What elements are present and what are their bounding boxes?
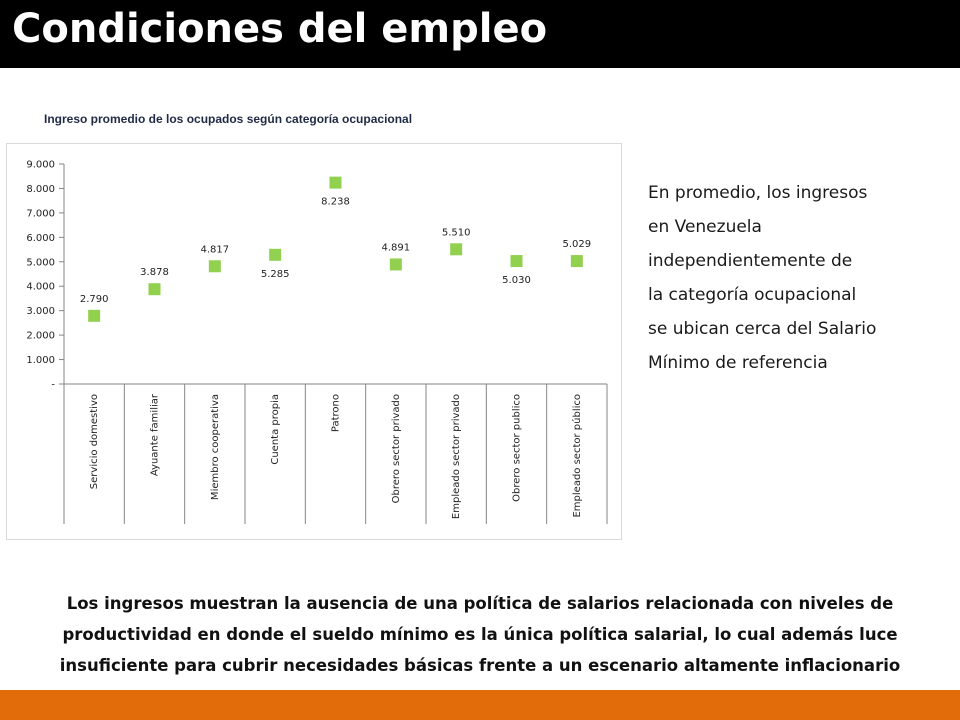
chart-title: Ingreso promedio de los ocupados según c…: [44, 112, 413, 126]
x-category-label: Miembro cooperativa: [210, 394, 221, 500]
x-category-label: Empleado sector privado: [451, 394, 462, 519]
data-point: [510, 255, 523, 268]
x-category-label: Obrero sector privado: [391, 394, 402, 503]
x-category-label: Empleado sector público: [571, 394, 583, 518]
side-note: En promedio, los ingresos en Venezuela i…: [648, 176, 938, 380]
side-note-line: Mínimo de referencia: [648, 353, 828, 373]
data-point: [329, 176, 342, 189]
chart-area: - 1.000 2.000 3.000 4.000 5.000 6.000 7.000 8.00…: [6, 143, 622, 540]
y-tick-label: 4.000: [26, 282, 55, 293]
x-category-label: Patrono: [331, 394, 342, 432]
data-label: 8.238: [321, 197, 350, 208]
y-tick-label: 3.000: [26, 306, 55, 317]
data-label: 5.030: [502, 275, 531, 286]
y-tick-label: 8.000: [26, 184, 55, 195]
conclusion-line: Los ingresos muestran la ausencia de una…: [66, 594, 894, 613]
data-point: [269, 248, 282, 261]
data-point: [88, 309, 101, 322]
y-tick-label: -: [51, 380, 55, 391]
conclusion-line: insuficiente para cubrir necesidades bás…: [59, 656, 901, 675]
side-note-line: la categoría ocupacional: [648, 285, 857, 305]
conclusion-line: productividad en donde el sueldo mínimo …: [62, 625, 898, 644]
scatter-chart: - 1.000 2.000 3.000 4.000 5.000 6.000 7.000 8.00…: [26, 160, 608, 524]
side-note-line: se ubican cerca del Salario: [648, 319, 877, 339]
data-label: 5.029: [563, 239, 592, 250]
x-category-label: Cuenta propia: [270, 394, 281, 465]
data-label: 4.817: [201, 244, 230, 255]
side-note-line: en Venezuela: [648, 217, 762, 237]
data-point: [148, 283, 161, 296]
data-point: [389, 258, 402, 271]
data-label: 5.285: [261, 269, 290, 280]
side-note-line: independientemente de: [648, 251, 853, 271]
y-tick-label: 5.000: [26, 257, 55, 268]
x-category-label: Servicio domestivo: [89, 394, 100, 489]
y-tick-label: 7.000: [26, 208, 55, 219]
footer-bar: [0, 690, 960, 720]
x-category-label: Ayuante familiar: [150, 393, 161, 476]
y-tick-label: 6.000: [26, 233, 55, 244]
y-tick-label: 2.000: [26, 331, 55, 342]
side-note-line: En promedio, los ingresos: [648, 183, 868, 203]
page-title: Condiciones del empleo: [12, 6, 548, 52]
y-tick-label: 1.000: [26, 355, 55, 366]
data-label: 4.891: [382, 242, 411, 253]
x-category-label: Obrero sector publico: [512, 394, 523, 502]
data-point: [570, 255, 583, 268]
data-point: [450, 243, 463, 256]
data-label: 2.790: [80, 294, 109, 305]
header-bar: Condiciones del empleo: [0, 0, 960, 68]
data-point: [208, 260, 221, 273]
data-label: 5.510: [442, 227, 471, 238]
data-label: 3.878: [140, 267, 169, 278]
conclusion-text: Los ingresos muestran la ausencia de una…: [20, 588, 940, 681]
y-tick-label: 9.000: [26, 160, 55, 171]
